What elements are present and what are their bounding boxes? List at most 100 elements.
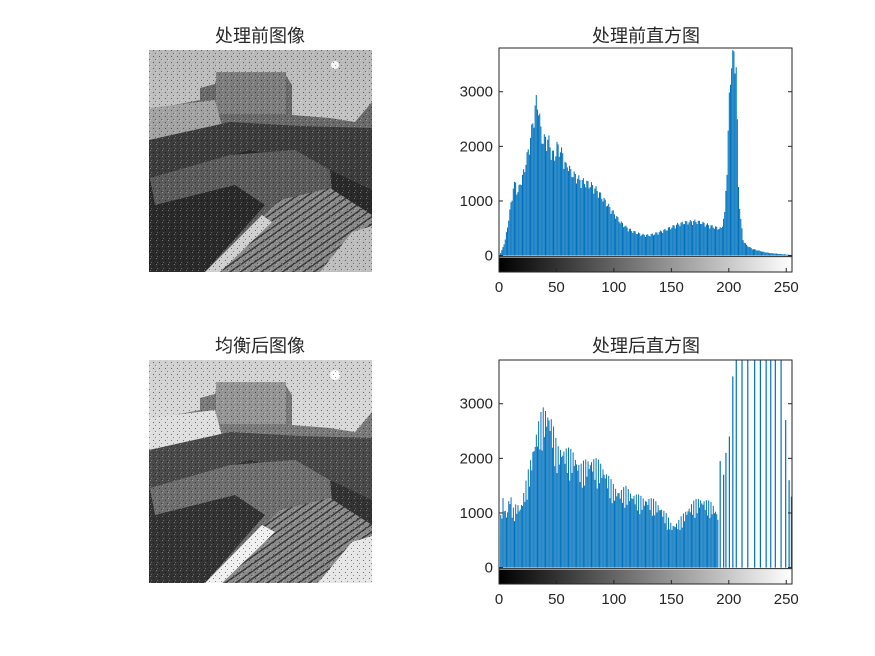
histogram-bar [586,180,588,256]
histogram-bar [523,169,525,256]
histogram-bar [692,225,694,256]
histogram-bar [743,242,745,256]
histogram-bar [656,232,658,256]
x-tick-label: 200 [716,591,741,608]
histogram-bar [634,231,636,256]
x-tick-label: 150 [659,279,684,296]
histogram-bar [735,67,737,256]
histogram-bar [647,234,649,256]
histogram-bar [757,250,759,256]
x-tick-label: 0 [495,279,503,296]
histogram-bar [628,228,630,256]
histogram-bar [589,186,591,256]
y-tick-label: 3000 [460,396,493,413]
histogram-bar [566,167,568,256]
histogram-bar [740,218,742,256]
histogram-bar [584,184,586,256]
histogram-bar [744,243,746,256]
y-tick-label: 1000 [460,193,493,210]
histogram-bar [605,206,607,256]
histogram-bar [520,184,522,256]
histogram-bar [741,228,743,256]
histogram-bar [683,224,686,256]
histogram-bar [726,174,728,256]
histogram-bar [710,225,712,256]
histogram-bar [661,231,663,256]
histogram-bar [662,233,664,256]
histogram-bar [758,250,760,256]
histogram-bar [550,159,552,256]
histogram-bar [536,109,538,256]
histogram-bar [715,226,717,256]
histogram-bar [618,221,620,256]
histogram-bar [655,232,657,256]
histogram-bar [780,253,782,256]
histogram-bar [582,178,584,256]
histogram-bar [764,252,766,256]
histogram-bar [705,224,707,256]
histogram-bar [503,244,505,256]
histogram-bar [736,119,738,256]
histogram-bar [756,250,758,256]
histogram-bar [580,187,582,256]
histogram-bar [770,253,772,256]
histogram-bar [665,230,667,256]
histogram-bar [555,156,557,256]
histogram-bar [781,254,783,256]
histogram-bar [765,252,767,256]
histogram-bar [693,220,695,256]
axes-box [498,47,793,273]
histogram-bar [615,218,617,256]
histogram-bar [724,211,726,256]
histogram-bar [673,225,675,256]
histogram-bar [723,218,725,256]
histogram-bar [771,253,773,256]
original-image [149,50,372,272]
histogram-bar [654,234,656,256]
histogram-bar [689,220,691,256]
x-tick-label: 50 [548,279,565,296]
histogram-bar [562,153,564,256]
histogram-bar [701,223,703,256]
histogram-bar [754,249,756,256]
histogram-bar [595,186,597,256]
histogram-bar [746,244,748,256]
histogram-bar [674,228,676,256]
histogram-bar [747,246,749,256]
histogram-bar [644,236,646,256]
histogram-bar [675,224,677,256]
histogram-bar [564,161,566,256]
histogram-bar [685,221,687,256]
histogram-bar [625,225,627,256]
histogram-bar [581,179,583,256]
histogram-bar [720,228,722,256]
histogram-bar [666,230,668,256]
histogram-bar [612,210,614,256]
y-tick-label: 0 [485,560,493,577]
histogram-bar [779,253,781,256]
histogram-bar [592,185,594,256]
x-tick-label: 50 [548,591,565,608]
histogram-bar [648,235,650,256]
histogram-bar [703,222,705,256]
original-image-title: 处理前图像 [215,26,305,47]
x-tick-label: 250 [774,279,799,296]
histogram-bar [539,113,541,256]
histogram-bar [516,194,518,256]
histogram-bar [719,227,721,256]
histogram-bar [500,252,502,256]
histogram-bar [617,217,619,256]
histogram-bar [511,200,513,256]
x-tick-label: 100 [601,591,626,608]
grayscale-colorbar [499,257,792,272]
histogram-bar [748,247,750,256]
histogram-bar [525,164,527,256]
histogram-bar [594,188,596,256]
histogram-bar [549,147,551,256]
histogram-bar [680,222,682,256]
histogram-bar [548,135,550,256]
histogram-bar [727,130,729,256]
histogram-bar [759,251,761,256]
histogram-bar [621,222,623,256]
